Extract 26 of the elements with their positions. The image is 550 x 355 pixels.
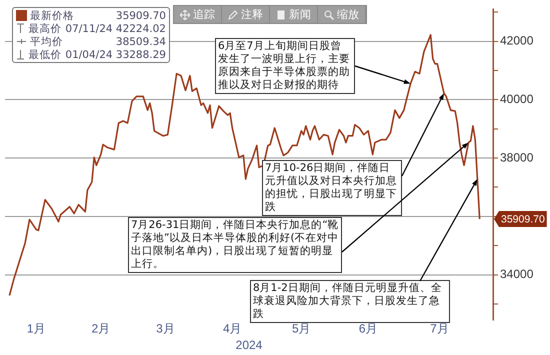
annotation: 7月10-26日期间，伴随日元升值以及对日本央行加息的担忧，日股出现了明显下跌 <box>262 160 402 216</box>
y-tick-label: 40000 <box>500 92 534 106</box>
y-tick-label: 42000 <box>500 34 534 48</box>
annotation: 35909.70 <box>116 10 166 22</box>
x-tick-label: 5月 <box>292 322 311 336</box>
x-tick-label: 6月 <box>358 322 378 336</box>
annotation: 最高价 07/11/24 42224.02 <box>28 22 166 36</box>
annotation: 6月至7月上旬期间日股曾发生了一波明显上行，主要原因来自于半导体股票的助推以及对日企财报的期待 <box>215 38 355 94</box>
annotation: 最低价 01/04/24 33288.29 <box>28 48 166 62</box>
annotation: 注释 <box>241 7 263 22</box>
x-tick-label: 2月 <box>91 322 110 336</box>
annotation: 缩放 <box>337 7 359 22</box>
annotation: 新闻 <box>289 7 311 22</box>
legend-label: 最新价格 <box>30 8 74 22</box>
x-axis-title: 2024 <box>236 338 263 352</box>
y-tick-label: 34000 <box>500 267 534 282</box>
x-tick-label: 1月 <box>26 322 46 336</box>
x-tick-label: 4月 <box>222 322 242 336</box>
annotation: 追踪 <box>193 7 215 22</box>
annotation: 35909.70 <box>501 213 545 226</box>
text: 平均价 38509.34 <box>30 36 166 48</box>
annotation: 7月26-31日期间，伴随日本央行加息的“靴子落地”以及日本半导体股的利好(不在对中出口限制名单内)，日股出现了短暂的明显上行。 <box>128 217 342 273</box>
x-tick-label: 7月 <box>430 322 449 336</box>
y-tick-label: 38000 <box>500 150 534 164</box>
x-tick-label: 3月 <box>156 322 175 336</box>
annotation: 8月1-2日期间，伴随日元明显升值、全球衰退风险加大背景下，日股发生了急跌 <box>250 280 450 323</box>
